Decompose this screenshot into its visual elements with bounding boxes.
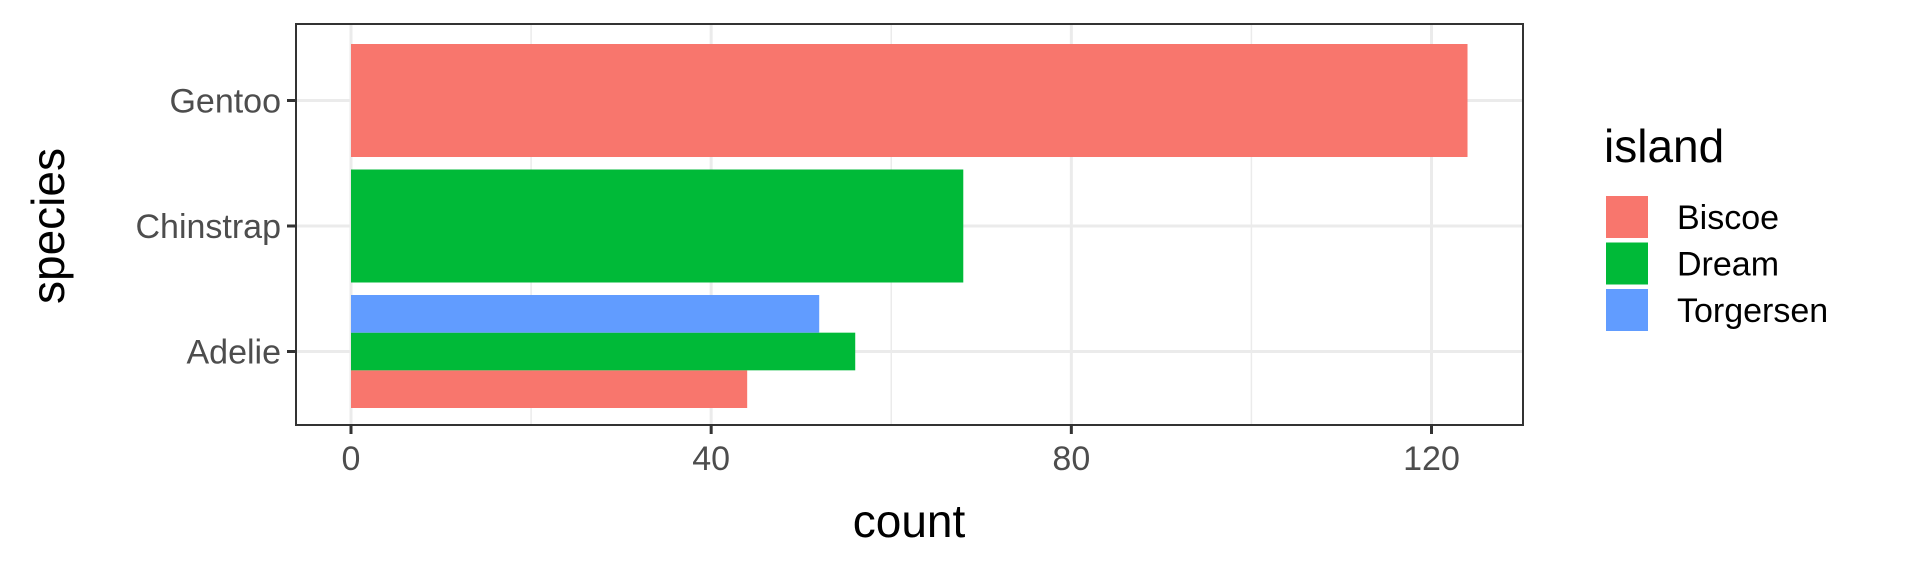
legend-key-dream	[1606, 242, 1648, 285]
y-tick-label: Adelie	[186, 334, 281, 372]
legend-label: Torgersen	[1677, 292, 1828, 330]
x-tick-label: 80	[1052, 440, 1090, 478]
bar-adelie-torgersen	[351, 295, 820, 333]
y-tick-label: Chinstrap	[135, 208, 281, 246]
x-axis-title: count	[853, 495, 966, 547]
legend-key-torgersen	[1606, 289, 1648, 331]
x-tick-label: 0	[342, 440, 361, 478]
legend-key-biscoe	[1606, 196, 1648, 238]
bar-adelie-biscoe	[351, 370, 748, 408]
legend-label: Biscoe	[1677, 199, 1779, 237]
bar-gentoo-biscoe	[351, 44, 1468, 157]
bars	[351, 44, 1468, 408]
legend-label: Dream	[1677, 246, 1779, 284]
legend-title: island	[1604, 120, 1724, 172]
y-tick-label: Gentoo	[169, 83, 281, 121]
y-axis-title: species	[22, 148, 74, 304]
x-tick-label: 120	[1403, 440, 1460, 478]
bar-adelie-dream	[351, 332, 856, 371]
axes: 0 40 80 120 Adelie Chinstrap Gentoo	[135, 83, 1459, 479]
bar-chinstrap-dream	[351, 169, 964, 283]
legend: Biscoe Dream Torgersen	[1606, 196, 1828, 331]
x-tick-label: 40	[692, 440, 730, 478]
